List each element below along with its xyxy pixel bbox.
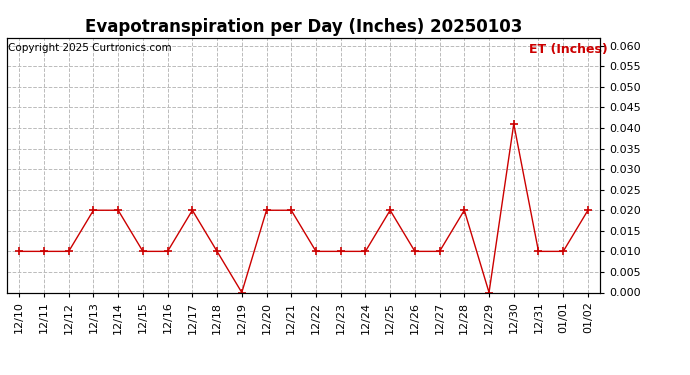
Text: ET (Inches): ET (Inches) xyxy=(529,43,608,56)
Title: Evapotranspiration per Day (Inches) 20250103: Evapotranspiration per Day (Inches) 2025… xyxy=(85,18,522,36)
Text: Copyright 2025 Curtronics.com: Copyright 2025 Curtronics.com xyxy=(8,43,172,52)
